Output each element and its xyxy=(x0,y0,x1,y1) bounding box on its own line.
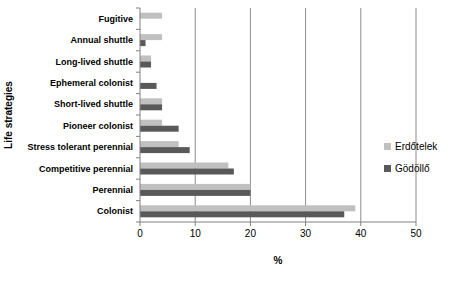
background xyxy=(0,0,472,290)
category-label: Short-lived shuttle xyxy=(54,99,133,109)
bar xyxy=(140,83,157,89)
x-tick xyxy=(416,222,417,226)
bar xyxy=(140,104,162,110)
x-tick xyxy=(195,222,196,226)
x-axis xyxy=(140,222,416,223)
bar xyxy=(140,98,162,104)
x-axis-label: % xyxy=(274,255,283,266)
y-tick xyxy=(136,8,140,9)
y-tick xyxy=(136,29,140,30)
bar xyxy=(140,211,344,217)
category-label: Colonist xyxy=(97,206,133,216)
bar xyxy=(140,56,151,62)
y-axis xyxy=(140,8,141,222)
category-label: Fugitive xyxy=(98,14,133,24)
bar xyxy=(140,126,179,132)
bar xyxy=(140,120,162,126)
category-label: Long-lived shuttle xyxy=(56,57,134,67)
x-tick-label: 50 xyxy=(410,228,422,239)
category-label: Perennial xyxy=(92,185,133,195)
bar xyxy=(140,190,250,196)
bar xyxy=(140,205,355,211)
x-tick xyxy=(305,222,306,226)
y-tick xyxy=(136,93,140,94)
y-tick xyxy=(136,115,140,116)
bar xyxy=(140,141,179,147)
y-tick xyxy=(136,136,140,137)
bar xyxy=(140,40,146,46)
y-axis-label: Life strategies xyxy=(3,81,14,149)
x-tick-label: 20 xyxy=(245,228,257,239)
bars xyxy=(140,13,355,218)
y-tick xyxy=(136,72,140,73)
category-label: Ephemeral colonist xyxy=(50,78,133,88)
grid-line xyxy=(360,8,361,222)
bar xyxy=(140,163,228,169)
x-tick xyxy=(360,222,361,226)
chart-svg: 0 10 20 30 40 50 Colonist Perennial Competitive … xyxy=(0,0,472,290)
x-tick xyxy=(250,222,251,226)
x-tick xyxy=(140,222,141,226)
bar xyxy=(140,184,250,190)
legend-swatch xyxy=(384,143,391,150)
x-tick-label: 0 xyxy=(137,228,143,239)
bar xyxy=(140,13,162,19)
y-tick xyxy=(136,222,140,223)
bar xyxy=(140,147,190,153)
legend-swatch xyxy=(384,165,391,172)
bar xyxy=(140,169,234,175)
legend-label: Erdőtelek xyxy=(395,141,438,152)
category-label: Annual shuttle xyxy=(71,35,134,45)
grid-line xyxy=(416,8,417,222)
x-tick-label: 10 xyxy=(190,228,202,239)
bar xyxy=(140,62,151,68)
y-tick xyxy=(136,179,140,180)
bar xyxy=(140,34,162,40)
x-tick-label: 40 xyxy=(355,228,367,239)
y-tick xyxy=(136,200,140,201)
grid-line xyxy=(305,8,306,222)
chart-container: 0 10 20 30 40 50 Colonist Perennial Competitive … xyxy=(0,0,472,290)
x-tick-label: 30 xyxy=(300,228,312,239)
category-label: Pioneer colonist xyxy=(63,121,133,131)
y-tick xyxy=(136,50,140,51)
category-label: Competitive perennial xyxy=(39,164,133,174)
legend-label: Gödöllő xyxy=(395,163,430,174)
y-tick xyxy=(136,157,140,158)
category-label: Stress tolerant perennial xyxy=(27,142,133,152)
